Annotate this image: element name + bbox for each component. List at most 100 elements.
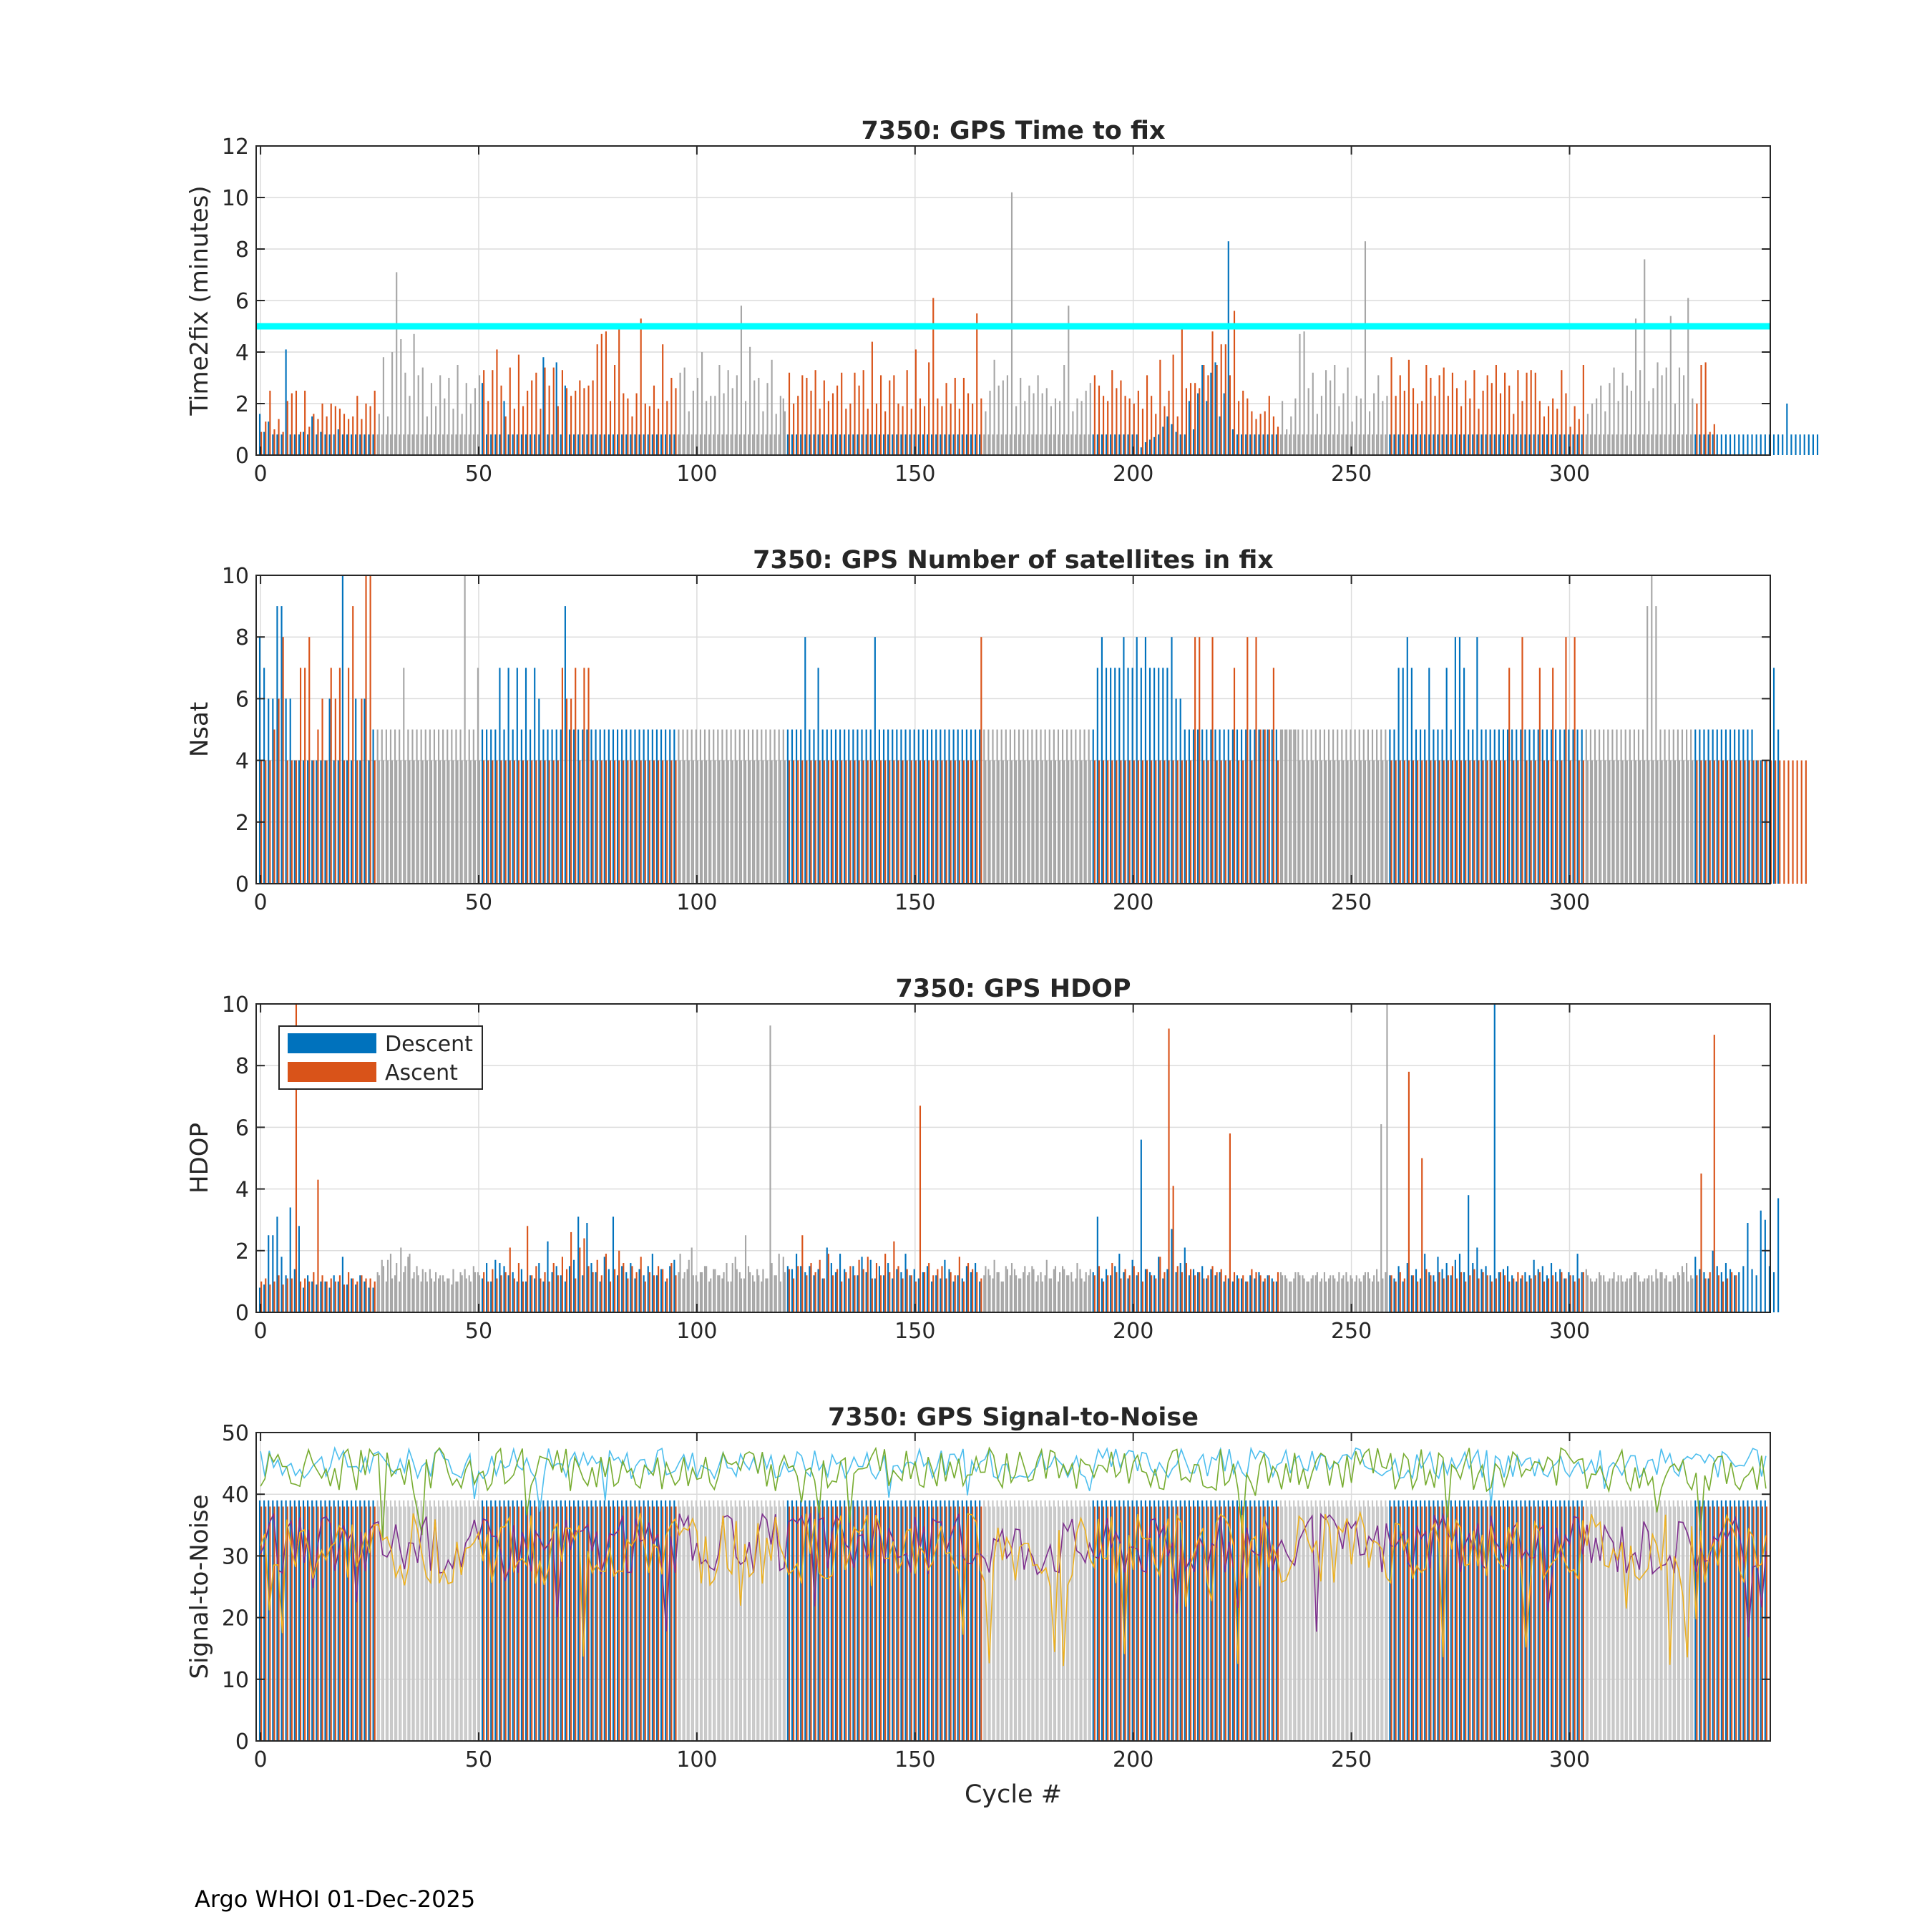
bar-ascent [1312, 1275, 1314, 1312]
bar-ascent [980, 1506, 982, 1741]
bar-descent [717, 729, 719, 884]
bar-descent [1148, 668, 1151, 884]
bar-ascent [1713, 1506, 1715, 1741]
bar-ascent [1770, 760, 1772, 884]
bar-ascent [793, 1278, 795, 1312]
bar-ascent [544, 367, 546, 455]
bar-descent [1219, 729, 1221, 884]
bar-descent [1144, 1500, 1146, 1741]
bar-descent [747, 1500, 750, 1741]
bar-ascent [527, 1226, 529, 1312]
bar-ascent [1172, 1186, 1174, 1312]
bar-ascent [631, 1266, 633, 1312]
bar-descent [752, 1500, 754, 1741]
bar-ascent [1634, 318, 1637, 455]
bar-ascent [841, 1281, 843, 1312]
bar-ascent [404, 1266, 406, 1312]
bar-ascent [1002, 1281, 1004, 1312]
bar-descent [451, 434, 453, 455]
bar-ascent [509, 367, 511, 455]
bar-ascent [1517, 1506, 1519, 1741]
chart-title: 7350: GPS Number of satellites in fix [753, 546, 1274, 575]
bar-descent [1231, 729, 1234, 884]
bar-descent [1655, 606, 1657, 884]
bar-descent [1123, 1272, 1125, 1312]
bar-ascent [452, 1269, 454, 1312]
bar-ascent [1168, 1028, 1170, 1312]
bar-ascent [1146, 1506, 1148, 1741]
bar-descent [1511, 729, 1513, 884]
bar-descent [437, 434, 440, 455]
bar-descent [1118, 1254, 1121, 1312]
bar-descent [665, 729, 667, 884]
bar-ascent [1020, 1506, 1022, 1741]
bar-descent [280, 434, 283, 455]
bar-descent [1472, 729, 1474, 884]
bar-ascent [1521, 1506, 1523, 1741]
bar-ascent [1155, 760, 1157, 884]
bar-descent [1563, 1500, 1566, 1741]
bar-descent [1498, 1272, 1500, 1312]
bar-ascent [348, 1272, 350, 1312]
bar-ascent [478, 375, 481, 455]
bar-ascent [1364, 1506, 1367, 1741]
bar-ascent [1775, 760, 1777, 884]
bar-ascent [762, 411, 764, 455]
bar-ascent [478, 1506, 481, 1741]
bar-ascent [565, 1506, 568, 1741]
bar-ascent [374, 1281, 376, 1312]
bar-descent [1599, 1272, 1601, 1312]
bar-ascent [1665, 1506, 1667, 1741]
bar-ascent [1037, 760, 1039, 884]
bar-descent [555, 1500, 557, 1741]
bar-ascent [1033, 1269, 1035, 1312]
bar-descent [311, 1500, 313, 1741]
bar-ascent [509, 760, 511, 884]
bar-ascent [1093, 375, 1096, 455]
bar-ascent [1251, 1506, 1253, 1741]
bar-descent [1502, 434, 1505, 455]
bar-descent [1712, 1500, 1714, 1741]
bar-ascent [1609, 383, 1611, 455]
bar-descent [1310, 1278, 1312, 1312]
bar-descent [778, 434, 780, 455]
bar-ascent [557, 760, 559, 884]
bar-descent [861, 1257, 863, 1312]
bar-ascent [1561, 760, 1563, 884]
bar-ascent [304, 1278, 306, 1312]
bar-ascent [1526, 1506, 1528, 1741]
bar-descent [568, 1266, 571, 1312]
bar-ascent [1089, 1506, 1091, 1741]
bar-ascent [1491, 760, 1493, 884]
bar-descent [1136, 434, 1138, 455]
bar-ascent [1334, 365, 1336, 455]
bar-ascent [1609, 1506, 1611, 1741]
bar-descent [268, 698, 270, 884]
bar-descent [1546, 1275, 1548, 1312]
bar-ascent [1103, 396, 1105, 455]
bar-ascent [1438, 1272, 1440, 1312]
bar-ascent [1526, 372, 1528, 455]
bar-descent [1468, 729, 1470, 884]
bar-descent [346, 434, 348, 455]
bar-descent [909, 729, 911, 884]
bar-descent [756, 729, 758, 884]
bar-descent [721, 1500, 723, 1741]
bar-ascent [675, 1275, 677, 1312]
bar-ascent [1443, 367, 1445, 455]
bar-ascent [1648, 1275, 1650, 1312]
bar-ascent [260, 1281, 263, 1312]
bar-descent [1341, 729, 1343, 884]
bar-ascent [784, 1272, 786, 1312]
bar-ascent [1469, 1506, 1471, 1741]
bar-ascent [1434, 760, 1436, 884]
bar-descent [952, 434, 955, 455]
bar-descent [1699, 434, 1701, 455]
bar-ascent [386, 760, 389, 884]
bar-descent [1044, 1500, 1046, 1741]
bar-ascent [517, 1506, 520, 1741]
bar-descent [1406, 1263, 1408, 1312]
bar-descent [1075, 729, 1077, 884]
bar-descent [796, 434, 798, 455]
bar-ascent [801, 375, 804, 455]
